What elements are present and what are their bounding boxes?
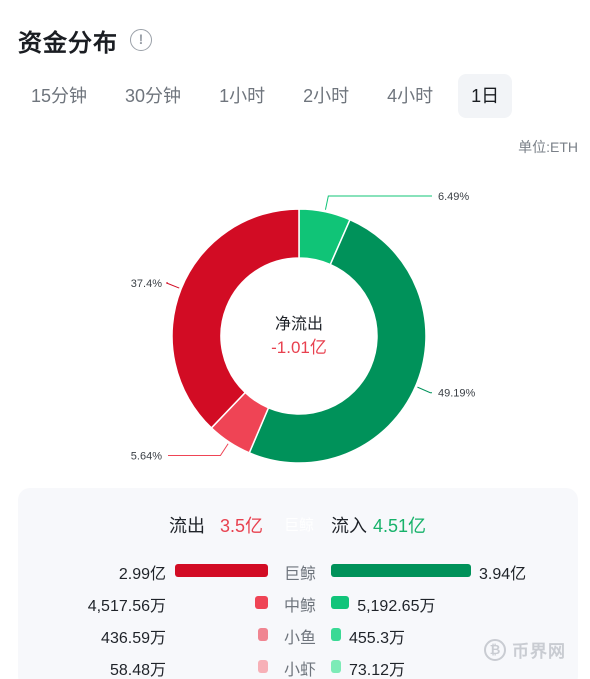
outflow-bar <box>258 660 268 673</box>
inflow-bar <box>331 660 341 673</box>
timeframe-tabs: 15分钟 30分钟 1小时 2小时 4小时 1日 <box>18 74 513 118</box>
tab-2h[interactable]: 2小时 <box>303 86 350 106</box>
bitcoin-coin-icon: ₿ <box>484 638 506 661</box>
watermark: ₿ 币界网 <box>484 637 566 662</box>
inflow-total: 4.51亿 <box>373 516 427 536</box>
outflow-bar <box>258 628 268 641</box>
inflow-value: 5,192.65万 <box>357 598 436 615</box>
inflow-value: 455.3万 <box>349 630 406 647</box>
tab-30m[interactable]: 30分钟 <box>125 86 182 106</box>
tab-1d[interactable]: 1日 <box>458 74 513 118</box>
inflow-bar <box>331 596 350 609</box>
donut-slice[interactable] <box>248 218 427 464</box>
slice-leader-line <box>417 386 432 394</box>
slice-percent-label: 5.64% <box>131 450 162 462</box>
row-small-fish: 436.59万 小鱼 455.3万 <box>18 622 578 647</box>
inflow-value: 73.12万 <box>349 662 406 679</box>
section-header: 资金分布 ! <box>18 24 152 57</box>
outflow-value: 58.48万 <box>109 662 166 679</box>
slice-percent-label: 37.4% <box>131 278 162 290</box>
center-value: -1.01亿 <box>271 338 327 357</box>
info-icon[interactable]: ! <box>130 29 152 51</box>
outflow-value: 4,517.56万 <box>87 598 166 615</box>
flow-summary: 流出 3.5亿 巨鲸 流入 4.51亿 <box>18 512 578 538</box>
row-mid-whale: 4,517.56万 中鲸 5,192.65万 <box>18 590 578 615</box>
category-label: 小虾 <box>284 662 317 679</box>
category-label: 中鲸 <box>284 598 317 615</box>
slice-leader-line <box>324 195 432 210</box>
tab-1h[interactable]: 1小时 <box>219 86 266 106</box>
page-title: 资金分布 <box>18 29 118 57</box>
row-shrimp: 58.48万 小虾 73.12万 <box>18 654 578 679</box>
outflow-total: 3.5亿 <box>220 516 264 536</box>
center-label: 净流出 <box>275 315 323 333</box>
slice-percent-label: 6.49% <box>438 191 469 203</box>
outflow-bar <box>175 564 268 577</box>
tab-4h[interactable]: 4小时 <box>387 86 434 106</box>
category-label: 巨鲸 <box>284 566 317 583</box>
donut-slice[interactable] <box>171 208 300 430</box>
slice-leader-line <box>166 282 180 289</box>
outflow-value: 436.59万 <box>101 630 166 647</box>
slice-leader-line <box>168 443 229 456</box>
inflow-bar <box>331 564 471 577</box>
summary-category: 巨鲸 <box>284 517 315 534</box>
inflow-bar <box>331 628 341 641</box>
watermark-text: 币界网 <box>512 642 566 661</box>
inflow-label: 流入 <box>331 516 367 536</box>
outflow-value: 2.99亿 <box>118 566 166 583</box>
category-label: 小鱼 <box>284 630 317 647</box>
row-whale: 2.99亿 巨鲸 3.94亿 <box>18 558 578 583</box>
outflow-bar <box>254 596 268 609</box>
unit-label: 单位:ETH <box>518 139 578 155</box>
outflow-label: 流出 <box>169 516 205 536</box>
tab-15m[interactable]: 15分钟 <box>31 86 88 106</box>
fund-distribution-donut-chart: 6.49% 49.19% 5.64% 37.4% 净流出 -1.01亿 <box>131 191 476 464</box>
slice-percent-label: 49.19% <box>438 388 476 400</box>
inflow-value: 3.94亿 <box>479 566 527 583</box>
